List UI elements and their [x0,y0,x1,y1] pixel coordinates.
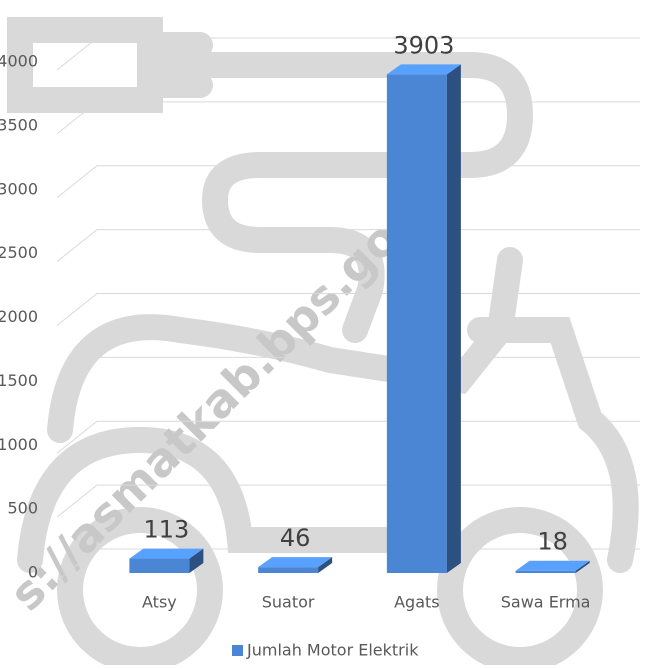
legend-label: Jumlah Motor Elektrik [246,641,419,660]
y-tick-label: 1500 [0,371,38,390]
y-tick-label: 3000 [0,179,38,198]
value-label: 18 [537,528,568,556]
y-tick-label: 0 [28,563,38,582]
value-label: 3903 [393,31,454,59]
value-label: 46 [280,524,311,552]
y-tick-label: 2000 [0,307,38,326]
chart: s://asmatkab.bps.go.id 05001000150020002… [0,0,654,665]
x-tick-label: Agats [394,593,440,612]
bar-side [447,64,461,573]
bar-front [516,571,576,573]
y-tick-label: 2500 [0,243,38,262]
y-tick-label: 1000 [0,435,38,454]
bar-front [387,74,447,573]
y-tick-label: 3500 [0,115,38,134]
y-tick-label: 500 [7,499,38,518]
value-label: 113 [143,516,189,544]
x-tick-label: Suator [262,593,315,612]
x-tick-label: Atsy [142,593,177,612]
bar-front [258,567,318,573]
bar-front [129,559,189,573]
y-tick-label: 4000 [0,52,38,71]
x-tick-label: Sawa Erma [501,593,591,612]
legend-swatch [232,645,243,656]
